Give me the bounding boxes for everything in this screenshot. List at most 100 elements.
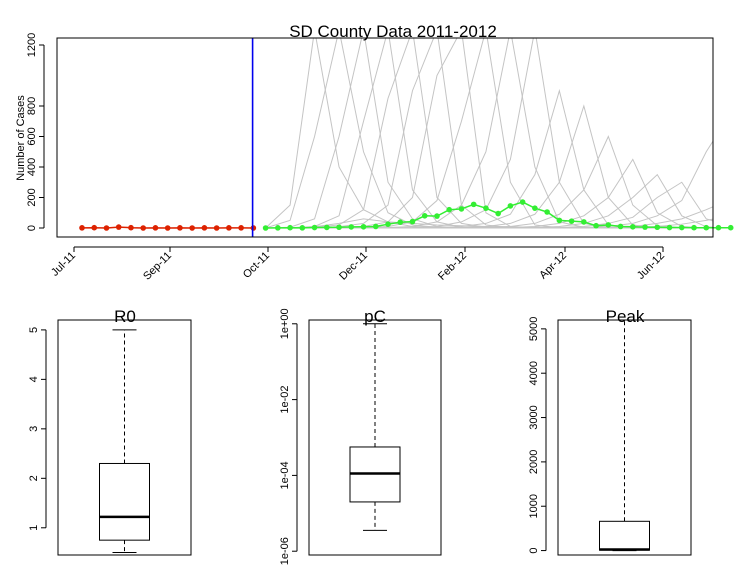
y-tick-label: 200 [26, 188, 38, 206]
y-tick-label: 800 [26, 97, 38, 115]
observed-before-cutoff-point [226, 225, 232, 231]
observed-after-cutoff-point [397, 219, 404, 226]
boxplot-peak: Peak 0 1000 2000 3000 4000 5000 [528, 307, 692, 556]
boxplot-title-peak: Peak [606, 307, 645, 326]
observed-before-cutoff-point [103, 225, 110, 231]
y-tick-label: 3000 [528, 405, 540, 429]
y-tick-label: 600 [26, 127, 38, 145]
x-tick-label: Jun-12 [635, 250, 667, 282]
observed-after-cutoff-point [458, 206, 465, 212]
observed-after-cutoff-point [470, 201, 477, 208]
observed-before-cutoff-point [213, 225, 220, 231]
y-tick-label: 400 [26, 158, 38, 176]
observed-after-cutoff-point [336, 224, 342, 231]
y-tick-label: 1200 [26, 33, 38, 57]
observed-after-cutoff-point [434, 213, 440, 219]
boxplot-frame [308, 319, 442, 556]
y-tick-label: 1000 [528, 494, 540, 518]
observed-after-cutoff-point [262, 225, 269, 231]
y-tick-label: 3 [28, 426, 40, 432]
observed-after-cutoff-point [715, 224, 722, 231]
simulation-line [265, 218, 713, 229]
boxplot-title-r0: R0 [114, 307, 136, 326]
y-tick-label: 4 [28, 376, 40, 382]
boxplot-frame [57, 319, 192, 556]
observed-before-cutoff-point [128, 224, 134, 231]
simulation-line [265, 181, 713, 229]
observed-after-cutoff-point [311, 224, 318, 231]
observed-after-cutoff-point [446, 206, 453, 213]
observed-after-cutoff-point [593, 222, 599, 229]
simulation-line [265, 38, 713, 229]
observed-after-cutoff-point [727, 224, 734, 231]
observed-after-cutoff-point [630, 223, 636, 230]
observed-before-cutoff-point [91, 224, 98, 231]
y-tick-label: 2 [28, 475, 40, 481]
observed-after-cutoff-point [654, 224, 661, 231]
observed-after-cutoff-point [507, 203, 514, 209]
observed-after-cutoff-point [348, 224, 355, 230]
observed-after-cutoff-point [544, 209, 550, 215]
observed-after-cutoff-point [324, 224, 330, 231]
simulation-line [265, 38, 713, 229]
observed-after-cutoff-point [581, 219, 587, 225]
boxplot-pc: pC 1e-06 1e-04 1e-02 1e+00 [279, 307, 442, 565]
y-tick-label: 1e-02 [279, 386, 291, 414]
y-axis: 0 200 400 600 800 1200 [26, 33, 45, 231]
x-axis: Jul-11 Sep-11 Oct-11 Dec-11 Feb-12 Apr-12 Jun-… [49, 246, 667, 283]
time-series-panel: 0 200 400 600 800 1200 Jul-11 Sep-11 Oct-11 Dec-… [15, 22, 734, 283]
simulation-lines [265, 38, 713, 229]
y-tick-label: 1 [28, 525, 40, 531]
observed-after-cutoff-point [556, 217, 563, 224]
y-tick-label: 2000 [528, 450, 540, 474]
simulation-line [265, 38, 713, 229]
observed-after-cutoff-point [617, 223, 624, 230]
chart-title: SD County Data 2011-2012 [289, 22, 497, 41]
observed-before-cutoff-point [201, 225, 208, 231]
observed-after-cutoff-point [703, 224, 710, 231]
observed-before-cutoff-point [152, 225, 159, 231]
observed-before-cutoff-point [238, 225, 244, 231]
x-tick-label: Jul-11 [49, 250, 78, 279]
observed-before-cutoff-point [140, 225, 146, 231]
observed-after-cutoff-point [409, 218, 416, 225]
observed-after-cutoff-point [691, 224, 697, 231]
simulation-line [265, 38, 713, 229]
observed-before-cutoff-point [177, 225, 183, 231]
y-tick-label: 5 [28, 327, 40, 333]
plot-frame [56, 37, 714, 238]
observed-after-cutoff-point [287, 224, 293, 231]
y-tick-label: 0 [528, 548, 540, 554]
observed-after-cutoff-point [421, 213, 428, 219]
observed-after-cutoff-point [385, 221, 391, 227]
simulation-line [265, 38, 713, 229]
observed-after-cutoff-point [532, 205, 538, 211]
y-tick-label: 5000 [528, 317, 540, 341]
x-tick-label: Apr-12 [537, 250, 569, 282]
y-tick-label: 0 [26, 225, 38, 231]
observed-series [79, 199, 734, 231]
y-tick-label: 4000 [528, 361, 540, 385]
iqr-box [599, 520, 650, 551]
observed-before-cutoff-point [79, 225, 85, 231]
x-tick-label: Dec-11 [337, 250, 370, 283]
observed-after-cutoff-point [666, 224, 673, 231]
observed-after-cutoff-point [568, 218, 575, 224]
observed-after-cutoff-point [372, 223, 379, 230]
simulation-line [265, 88, 713, 229]
observed-after-cutoff-point [605, 222, 612, 228]
y-tick-label: 1e-04 [279, 461, 291, 489]
simulation-line [265, 38, 713, 229]
x-tick-label: Feb-12 [436, 250, 469, 283]
x-tick-label: Oct-11 [241, 250, 272, 281]
simulation-line [265, 38, 713, 229]
observed-after-cutoff-point [519, 199, 526, 205]
iqr-box [99, 462, 150, 541]
observed-before-cutoff-point [115, 224, 122, 230]
boxplot-r0: R0 1 2 3 4 5 [28, 307, 192, 556]
simulation-line [265, 38, 713, 229]
observed-after-cutoff-point [483, 205, 489, 211]
observed-before-cutoff-point [189, 225, 195, 231]
simulation-line [265, 38, 713, 229]
